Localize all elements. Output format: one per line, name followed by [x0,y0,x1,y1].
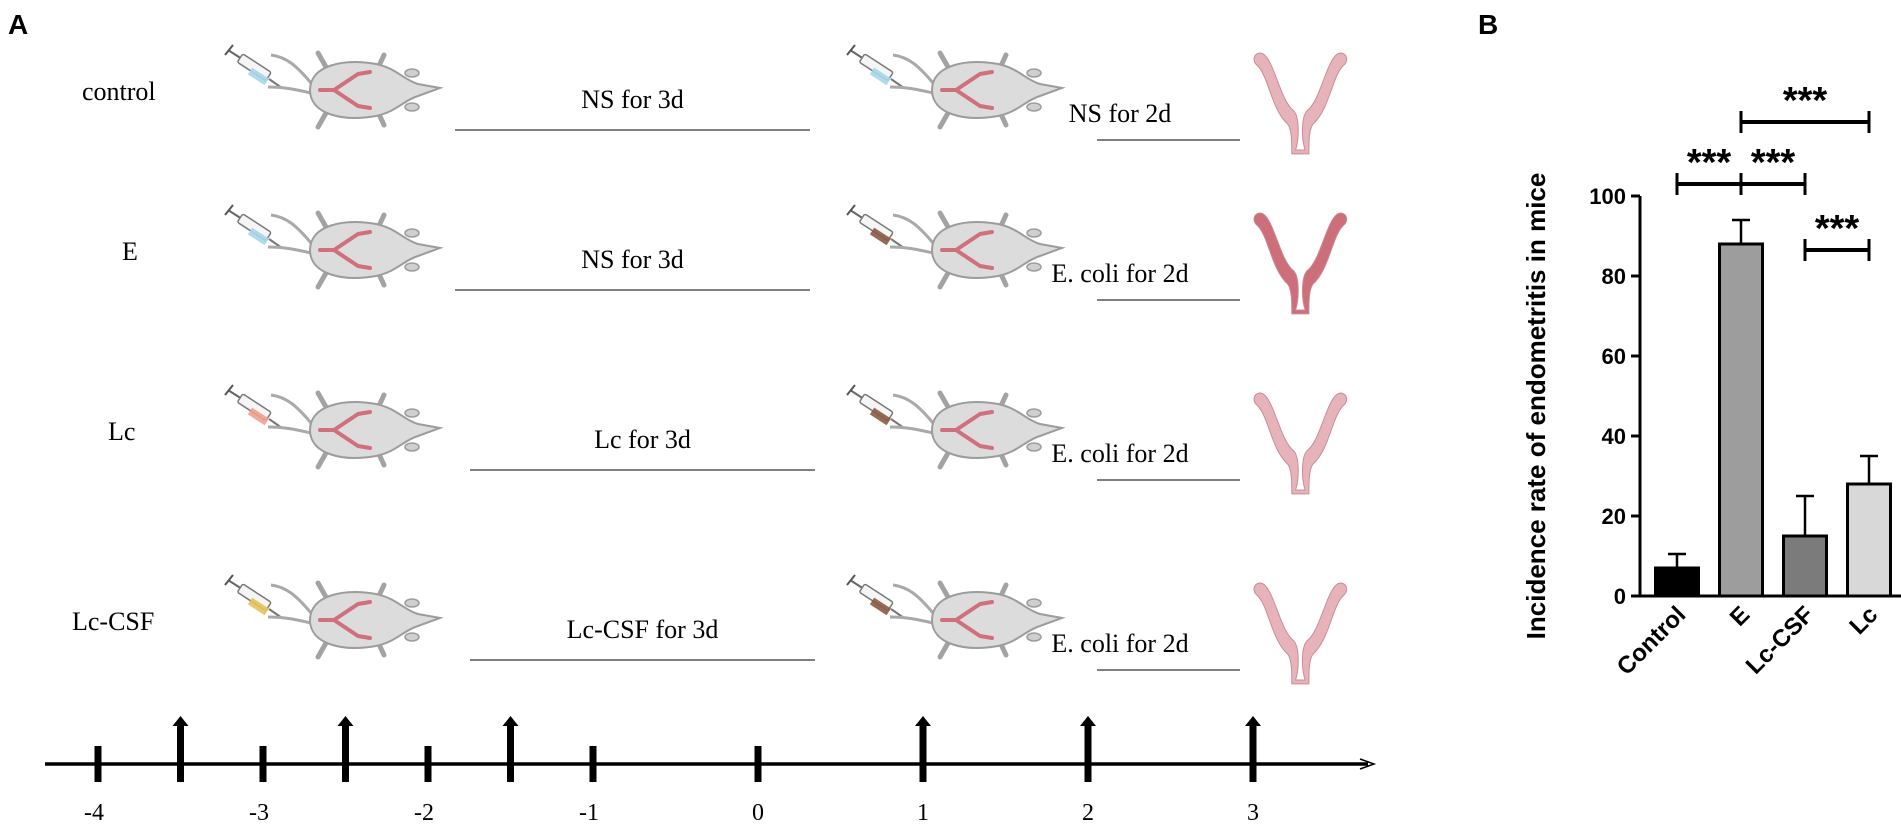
injection-arrowhead [172,716,189,726]
group-label: Lc-CSF [72,607,154,636]
bar-control [1654,566,1700,598]
pretreatment-label: NS for 3d [581,245,684,274]
significance-bracket: *** [1739,80,1871,133]
y-tick-label: 60 [1602,344,1626,369]
significance-bracket: *** [1739,142,1807,195]
y-tick-label: 80 [1602,264,1626,289]
row-lc-csf: Lc-CSF Lc-CSF for 3d E. coli for 2d [72,574,1348,685]
panel-a: A control NS for 3d NS for 2d E NS for 3d E. … [8,9,1377,826]
injection-arrowhead [915,716,931,726]
timeline-tick [94,746,102,782]
injection-arrow [507,724,514,782]
group-label: E [122,237,138,266]
bar-chart: 0 20 40 60 80 100 Incidence rate of endometrit… [1521,80,1901,681]
timeline-tick-label: 0 [752,800,764,826]
timeline-tick-label: -3 [249,800,269,826]
bar-lc-csf [1782,534,1828,598]
mouse-icon [268,583,440,657]
pretreatment-label: NS for 3d [581,85,684,114]
group-label: Lc [108,417,135,446]
uterus-icon [1253,212,1348,315]
panel-a-letter: A [8,9,28,40]
significance-label: *** [1751,142,1796,184]
significance-bracket: *** [1675,142,1743,195]
injection-arrowhead [1080,716,1096,726]
y-tick-label: 20 [1602,504,1626,529]
mouse-icon [890,583,1062,657]
syringe-icon [846,384,905,429]
timeline-tick-label: 2 [1082,800,1094,826]
injection-arrow [177,724,184,782]
syringe-icon [846,204,905,249]
mouse-icon [890,53,1062,127]
mouse-icon [890,213,1062,287]
significance-bracket: *** [1803,208,1871,261]
group-rows: control NS for 3d NS for 2d E NS for 3d E. co… [72,44,1348,685]
timeline-tick-label: -2 [414,800,434,826]
mouse-icon [268,53,440,127]
y-axis-title: Incidence rate of endometritis in mice [1521,173,1551,640]
uterus-icon [1253,52,1348,155]
timeline-tick [424,746,432,782]
mouse-icon [268,393,440,467]
challenge-label: NS for 2d [1069,99,1172,128]
challenge-label: E. coli for 2d [1051,629,1188,658]
timeline-tick-label: 1 [917,800,929,826]
significance-label: *** [1687,142,1732,184]
syringe-icon [224,44,283,89]
syringe-icon [846,44,905,89]
group-label: control [82,77,156,106]
injection-arrow [342,724,349,782]
bar-lc [1846,482,1892,598]
syringe-icon [224,384,283,429]
panel-b-letter: B [1478,9,1498,40]
injection-arrow [1249,724,1257,782]
y-tick-label: 0 [1614,584,1626,609]
category-label: Lc [1844,601,1883,640]
category-label: Control [1612,601,1691,680]
challenge-label: E. coli for 2d [1051,259,1188,288]
injection-arrow [1084,724,1092,782]
injection-arrow [919,724,927,782]
panel-b: B 0 20 40 60 80 100 Incidence rate of endometr… [1478,9,1901,681]
row-lc: Lc Lc for 3d E. coli for 2d [108,384,1348,495]
timeline-tick-label: 3 [1247,800,1259,826]
pretreatment-label: Lc for 3d [594,425,691,454]
y-tick-label: 100 [1589,184,1626,209]
row-control: control NS for 3d NS for 2d [82,44,1348,155]
syringe-icon [846,574,905,619]
injection-arrowhead [1245,716,1261,726]
injection-arrowhead [337,716,354,726]
mouse-icon [268,213,440,287]
bar-e [1718,242,1764,598]
uterus-icon [1253,582,1348,685]
y-tick-label: 40 [1602,424,1626,449]
timeline: -4 -3 -2 -1 0 1 2 3 [45,716,1377,826]
category-label: Lc-CSF [1741,601,1819,679]
category-label: E [1725,601,1755,631]
timeline-tick-label: -4 [84,800,104,826]
syringe-icon [224,574,283,619]
challenge-label: E. coli for 2d [1051,439,1188,468]
timeline-tick [589,746,597,782]
timeline-tick [259,746,267,782]
syringe-icon [224,204,283,249]
timeline-tick-label: -1 [579,800,599,826]
pretreatment-label: Lc-CSF for 3d [567,615,719,644]
significance-label: *** [1783,80,1828,122]
timeline-arrowhead [1359,758,1377,770]
uterus-icon [1253,392,1348,495]
row-e: E NS for 3d E. coli for 2d [122,204,1348,315]
timeline-tick [754,746,762,782]
injection-arrowhead [502,716,519,726]
significance-label: *** [1815,208,1860,250]
mouse-icon [890,393,1062,467]
